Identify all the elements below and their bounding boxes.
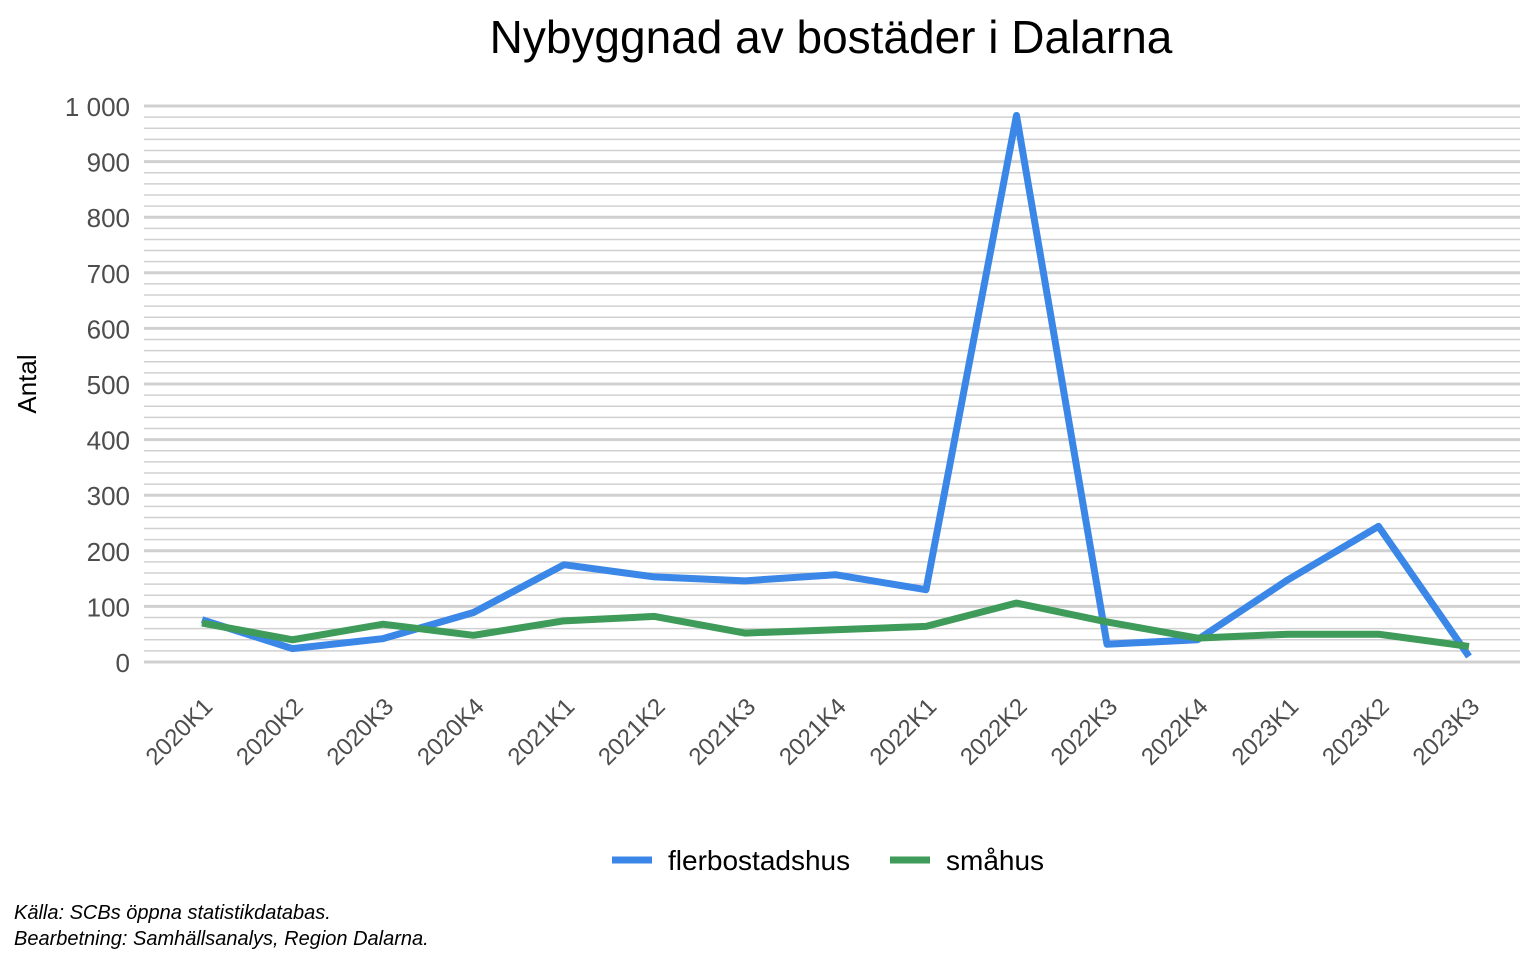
y-axis-ticks: 0 100 200 300 400 500 600 700 800 900 1 000: [65, 92, 130, 678]
legend: flerbostadshus småhus: [612, 845, 1044, 876]
x-tick-label: 2021K2: [593, 693, 671, 771]
series-line-småhus: [201, 599, 1470, 650]
x-axis-ticks: 2020K1 2020K2 2020K3 2020K4 2021K1 2021K2 2021…: [141, 693, 1486, 771]
y-tick-label: 800: [87, 203, 130, 233]
y-tick-label: 200: [87, 537, 130, 567]
y-tick-label: 600: [87, 314, 130, 344]
x-tick-label: 2022K3: [1046, 693, 1124, 771]
x-tick-label: 2020K4: [412, 693, 490, 771]
x-tick-label: 2022K4: [1136, 693, 1214, 771]
x-tick-label: 2023K2: [1317, 693, 1395, 771]
y-tick-label: 700: [87, 259, 130, 289]
x-tick-label: 2021K4: [774, 693, 852, 771]
y-tick-label: 900: [87, 148, 130, 178]
legend-label: flerbostadshus: [668, 845, 850, 876]
y-tick-label: 1 000: [65, 92, 130, 122]
processing-caption: Bearbetning: Samhällsanalys, Region Dala…: [14, 928, 429, 950]
series-line-flerbostadshus: [200, 111, 1472, 659]
x-tick-label: 2020K1: [141, 693, 219, 771]
x-tick-label: 2023K1: [1227, 693, 1305, 771]
legend-label: småhus: [946, 845, 1044, 876]
x-tick-label: 2020K2: [231, 693, 309, 771]
x-tick-label: 2021K1: [503, 693, 581, 771]
source-caption: Källa: SCBs öppna statistikdatabas.: [14, 902, 331, 924]
y-axis-label: Antal: [12, 354, 42, 413]
y-tick-label: 400: [87, 426, 130, 456]
x-tick-label: 2020K3: [322, 693, 400, 771]
grid: [144, 104, 1520, 664]
x-tick-label: 2021K3: [684, 693, 762, 771]
y-tick-label: 100: [87, 592, 130, 622]
chart-title: Nybyggnad av bostäder i Dalarna: [490, 11, 1173, 63]
series-lines: [200, 111, 1472, 659]
x-tick-label: 2023K3: [1408, 693, 1486, 771]
y-tick-label: 500: [87, 370, 130, 400]
y-tick-label: 300: [87, 481, 130, 511]
x-tick-label: 2022K2: [955, 693, 1033, 771]
y-tick-label: 0: [116, 648, 130, 678]
x-tick-label: 2022K1: [865, 693, 943, 771]
